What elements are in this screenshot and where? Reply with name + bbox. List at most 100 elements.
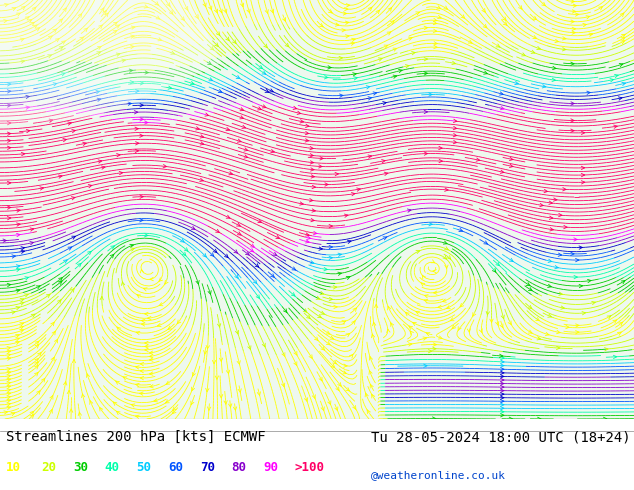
FancyArrowPatch shape: [224, 401, 227, 404]
FancyArrowPatch shape: [503, 17, 506, 21]
FancyArrowPatch shape: [351, 42, 354, 46]
FancyArrowPatch shape: [159, 303, 163, 306]
FancyArrowPatch shape: [548, 284, 552, 288]
FancyArrowPatch shape: [145, 312, 148, 316]
FancyArrowPatch shape: [533, 36, 536, 39]
FancyArrowPatch shape: [262, 105, 266, 108]
FancyArrowPatch shape: [437, 6, 441, 9]
FancyArrowPatch shape: [236, 75, 240, 78]
FancyArrowPatch shape: [233, 407, 236, 410]
FancyArrowPatch shape: [588, 279, 591, 283]
FancyArrowPatch shape: [326, 331, 330, 334]
FancyArrowPatch shape: [250, 244, 254, 247]
FancyArrowPatch shape: [311, 175, 314, 178]
FancyArrowPatch shape: [200, 135, 204, 138]
FancyArrowPatch shape: [548, 314, 552, 318]
FancyArrowPatch shape: [353, 405, 356, 409]
FancyArrowPatch shape: [145, 234, 148, 237]
FancyArrowPatch shape: [123, 377, 127, 380]
FancyArrowPatch shape: [141, 323, 145, 326]
FancyArrowPatch shape: [555, 39, 559, 43]
FancyArrowPatch shape: [424, 299, 428, 302]
FancyArrowPatch shape: [105, 13, 108, 17]
FancyArrowPatch shape: [501, 399, 504, 403]
Text: 40: 40: [105, 462, 120, 474]
FancyArrowPatch shape: [192, 372, 195, 376]
FancyArrowPatch shape: [508, 321, 511, 324]
FancyArrowPatch shape: [145, 342, 148, 344]
FancyArrowPatch shape: [293, 106, 297, 109]
FancyArrowPatch shape: [119, 172, 123, 175]
FancyArrowPatch shape: [20, 298, 24, 302]
FancyArrowPatch shape: [265, 89, 269, 92]
FancyArrowPatch shape: [35, 362, 38, 366]
FancyArrowPatch shape: [610, 78, 614, 82]
FancyArrowPatch shape: [264, 44, 268, 48]
FancyArrowPatch shape: [116, 53, 120, 56]
FancyArrowPatch shape: [67, 391, 70, 394]
FancyArrowPatch shape: [438, 305, 441, 309]
FancyArrowPatch shape: [501, 315, 504, 318]
FancyArrowPatch shape: [347, 240, 351, 244]
FancyArrowPatch shape: [8, 217, 11, 220]
FancyArrowPatch shape: [366, 86, 370, 89]
Text: Streamlines 200 hPa [kts] ECMWF: Streamlines 200 hPa [kts] ECMWF: [6, 430, 266, 444]
FancyArrowPatch shape: [429, 349, 432, 353]
FancyArrowPatch shape: [82, 142, 86, 146]
FancyArrowPatch shape: [338, 253, 342, 256]
FancyArrowPatch shape: [496, 321, 499, 325]
FancyArrowPatch shape: [97, 52, 100, 55]
FancyArrowPatch shape: [620, 13, 624, 17]
FancyArrowPatch shape: [283, 309, 287, 313]
FancyArrowPatch shape: [393, 48, 397, 51]
FancyArrowPatch shape: [128, 102, 131, 105]
FancyArrowPatch shape: [31, 314, 35, 318]
FancyArrowPatch shape: [372, 334, 375, 338]
FancyArrowPatch shape: [49, 119, 53, 122]
FancyArrowPatch shape: [167, 2, 170, 6]
FancyArrowPatch shape: [37, 353, 41, 356]
FancyArrowPatch shape: [11, 311, 15, 314]
FancyArrowPatch shape: [619, 322, 623, 326]
FancyArrowPatch shape: [190, 81, 194, 85]
FancyArrowPatch shape: [226, 215, 230, 218]
FancyArrowPatch shape: [305, 131, 309, 135]
FancyArrowPatch shape: [16, 334, 19, 338]
FancyArrowPatch shape: [184, 247, 188, 251]
FancyArrowPatch shape: [215, 376, 219, 379]
FancyArrowPatch shape: [311, 219, 314, 222]
FancyArrowPatch shape: [285, 43, 288, 47]
FancyArrowPatch shape: [453, 141, 456, 144]
FancyArrowPatch shape: [20, 323, 23, 326]
FancyArrowPatch shape: [166, 381, 170, 384]
FancyArrowPatch shape: [224, 254, 228, 258]
FancyArrowPatch shape: [269, 89, 273, 92]
FancyArrowPatch shape: [262, 71, 266, 74]
FancyArrowPatch shape: [378, 58, 382, 61]
FancyArrowPatch shape: [501, 375, 504, 378]
FancyArrowPatch shape: [313, 231, 317, 235]
FancyArrowPatch shape: [501, 403, 504, 406]
FancyArrowPatch shape: [320, 157, 323, 160]
FancyArrowPatch shape: [16, 289, 20, 293]
FancyArrowPatch shape: [250, 248, 254, 252]
FancyArrowPatch shape: [140, 103, 143, 107]
FancyArrowPatch shape: [148, 317, 151, 320]
FancyArrowPatch shape: [537, 47, 540, 49]
FancyArrowPatch shape: [306, 233, 309, 236]
FancyArrowPatch shape: [49, 410, 52, 413]
FancyArrowPatch shape: [621, 38, 625, 41]
FancyArrowPatch shape: [116, 381, 119, 384]
FancyArrowPatch shape: [493, 269, 496, 272]
FancyArrowPatch shape: [438, 336, 442, 339]
FancyArrowPatch shape: [338, 272, 342, 275]
FancyArrowPatch shape: [598, 7, 602, 10]
FancyArrowPatch shape: [509, 164, 513, 168]
FancyArrowPatch shape: [171, 51, 174, 54]
FancyArrowPatch shape: [576, 331, 579, 334]
FancyArrowPatch shape: [129, 69, 133, 73]
FancyArrowPatch shape: [582, 312, 586, 315]
FancyArrowPatch shape: [48, 55, 51, 58]
FancyArrowPatch shape: [8, 90, 11, 93]
FancyArrowPatch shape: [131, 45, 134, 49]
